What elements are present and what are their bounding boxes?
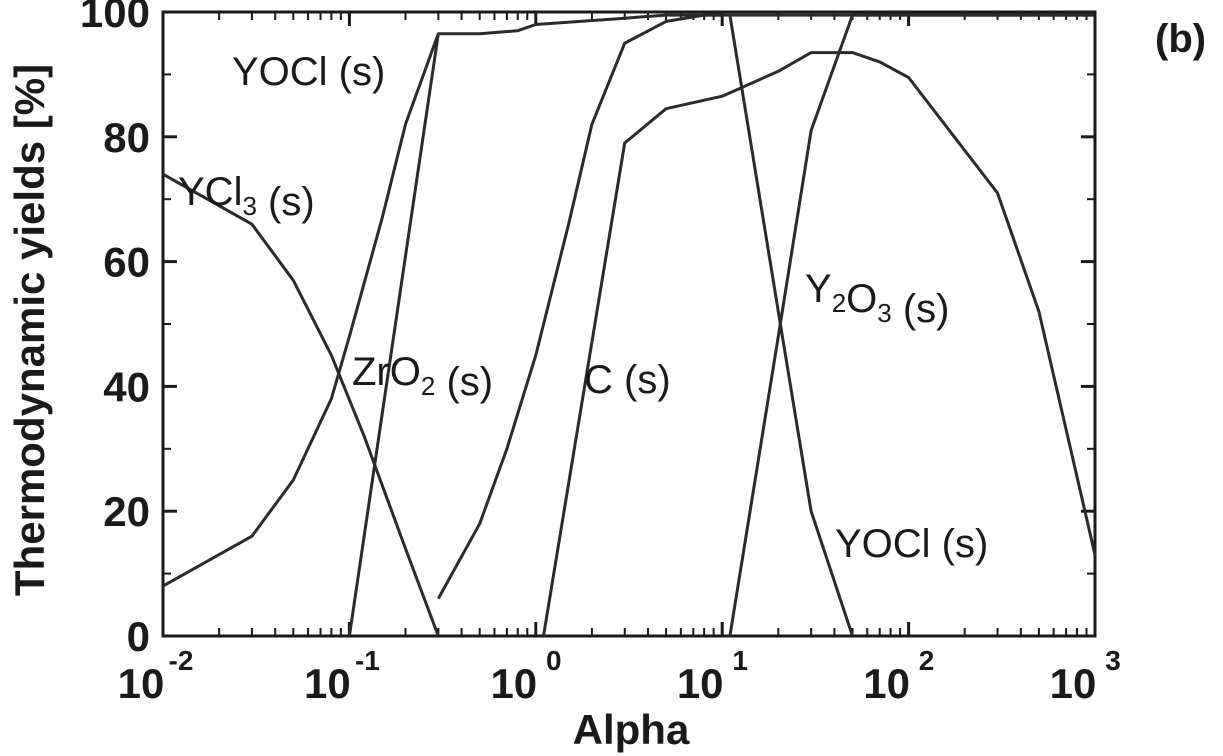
y-tick-label: 60 xyxy=(103,239,150,286)
x-tick-label: 10 xyxy=(1050,660,1097,707)
x-tick-exponent: 3 xyxy=(1105,645,1121,676)
series-line-5 xyxy=(728,14,854,637)
series-line-2 xyxy=(162,33,440,588)
curve-label-2: ZrO2 (s) xyxy=(352,350,493,404)
y-tick-label: 80 xyxy=(103,114,150,161)
y-tick-label: 0 xyxy=(127,613,150,660)
x-tick-exponent: 2 xyxy=(919,645,935,676)
series-line-0 xyxy=(162,172,440,637)
curve-label-1: YOCl (s) xyxy=(232,50,385,94)
curve-label-4: Y2O3 (s) xyxy=(805,267,950,331)
panel-tag: (b) xyxy=(1155,17,1206,61)
y-tick-label: 20 xyxy=(103,488,150,535)
x-tick-label: 10 xyxy=(304,660,351,707)
curve-labels: YCl3 (s) YOCl (s) ZrO2 (s) C (s) Y2O3 (s) YOC… xyxy=(178,50,988,566)
x-tick-label: 10 xyxy=(118,660,165,707)
x-axis-title: Alpha xyxy=(573,706,690,753)
series-layer xyxy=(162,13,1097,637)
x-tick-exponent: 1 xyxy=(732,645,748,676)
curve-label-0: YCl3 (s) xyxy=(178,170,315,224)
series-line-6 xyxy=(728,13,1095,637)
x-tick-exponent: -1 xyxy=(355,645,380,676)
x-tick-label: 10 xyxy=(490,660,537,707)
series-line-4 xyxy=(542,51,1097,637)
x-tick-exponent: -2 xyxy=(169,645,194,676)
y-axis-title: Thermodynamic yields [%] xyxy=(6,64,53,596)
y-tick-label: 100 xyxy=(80,0,150,36)
curve-label-3: C (s) xyxy=(584,358,671,402)
x-tick-exponent: 0 xyxy=(546,645,562,676)
curve-label-5: YOCl (s) xyxy=(835,522,988,566)
x-tick-label: 10 xyxy=(677,660,724,707)
x-tick-label: 10 xyxy=(863,660,910,707)
y-tick-label: 40 xyxy=(103,363,150,410)
series-line-3 xyxy=(436,13,723,600)
